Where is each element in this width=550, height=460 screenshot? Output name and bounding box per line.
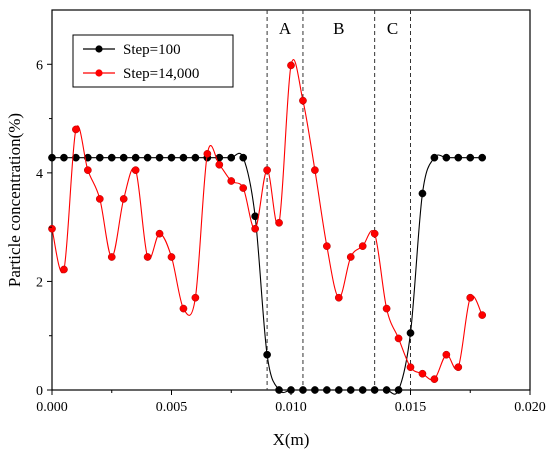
series-2-point [203,150,212,158]
y-axis-title: Particle concentration(%) [5,113,24,287]
series-2-point [323,242,331,250]
series-2-point [48,224,56,233]
series-2-point [311,166,319,174]
series-2-point [358,242,367,250]
series-2-point [72,125,80,134]
series-2-point [60,265,68,274]
series-layer [48,59,487,395]
region-label-c: C [387,19,398,38]
series-2-point [454,363,463,372]
series-1-point [418,189,427,198]
series-2-point [418,369,427,378]
series-1-point [299,386,307,394]
legend-marker-2 [95,69,103,77]
series-2-point [179,304,188,313]
series-1-point [382,386,391,394]
series-1-point [179,153,188,162]
series-1-point [311,386,319,394]
series-1-point [430,153,439,162]
legend-marker-1 [95,45,103,53]
x-tick-label: 0.010 [275,400,307,415]
series-2-point [143,253,152,261]
series-2-point [275,218,283,227]
series-1-point [454,153,463,162]
x-axis-title: X(m) [273,430,310,449]
series-2-point [394,334,403,343]
y-tick-label: 2 [36,275,43,290]
series-1-point [263,350,271,359]
region-label-a: A [279,19,292,38]
legend: Step=100 Step=14,000 [72,34,234,88]
series-2-point [84,166,92,174]
series-1-point [155,153,164,162]
series-2-point [215,160,224,169]
series-1-point [131,153,140,162]
series-1-point [466,153,475,162]
series-1-point [334,386,343,394]
series-2-point [119,195,128,203]
y-tick-label: 6 [36,58,43,73]
series-2-point [155,229,164,238]
series-1-point [370,386,379,394]
series-1-point [107,153,116,162]
series-2-point [239,184,248,192]
series-1-point [478,153,487,162]
series-2-point [334,293,343,302]
series-2-point [107,253,116,261]
series-2-point [406,363,415,372]
series-1-point [442,153,451,162]
y-tick-label: 0 [36,384,43,399]
series-1-point [48,153,56,162]
x-tick-label: 0.015 [395,400,427,415]
series-1-point [167,153,176,162]
series-1-point [227,153,236,162]
series-2-point [478,311,487,319]
x-tick-label: 0.005 [156,400,188,415]
series-2-point [167,253,176,261]
series-2-point [131,166,140,174]
series-1-point [60,153,68,162]
series-1-point [143,153,152,162]
series-2-point [95,195,104,203]
series-1-point [275,386,283,394]
x-tick-label: 0.020 [514,400,546,415]
series-2-point [346,253,355,261]
series-1-point [394,386,403,394]
axes-layer: 0.000 0.005 0.010 0.015 0.020 0 2 4 6 X(m) Particl… [5,58,546,449]
series-1-point [72,153,80,162]
series-2-line [51,59,483,381]
region-divider-lines: A B C [266,10,411,390]
series-2-point [287,61,295,70]
series-1-point [358,386,367,394]
series-2-point [442,350,451,359]
series-2-point [299,96,307,105]
series-2 [48,59,487,383]
series-1-point [239,153,248,162]
series-1-point [84,153,92,162]
region-label-b: B [333,19,344,38]
legend-label-2: Step=14,000 [123,66,199,82]
series-1-point [95,153,104,162]
series-1-point [323,386,331,394]
series-2-point [466,293,475,302]
y-tick-label: 4 [36,167,43,182]
series-2-point [263,166,271,174]
legend-box [72,34,234,88]
series-2-point [191,293,200,302]
series-1-point [406,329,415,337]
legend-label-1: Step=100 [123,42,181,58]
series-2-point [227,177,236,185]
series-1-point [119,153,128,162]
x-tick-label: 0.000 [36,400,68,415]
series-2-point [251,224,259,233]
series-1-point [191,153,200,162]
series-2-point [370,229,379,238]
series-2-point [382,304,391,313]
series-1 [48,152,487,395]
series-2-point [430,375,439,383]
